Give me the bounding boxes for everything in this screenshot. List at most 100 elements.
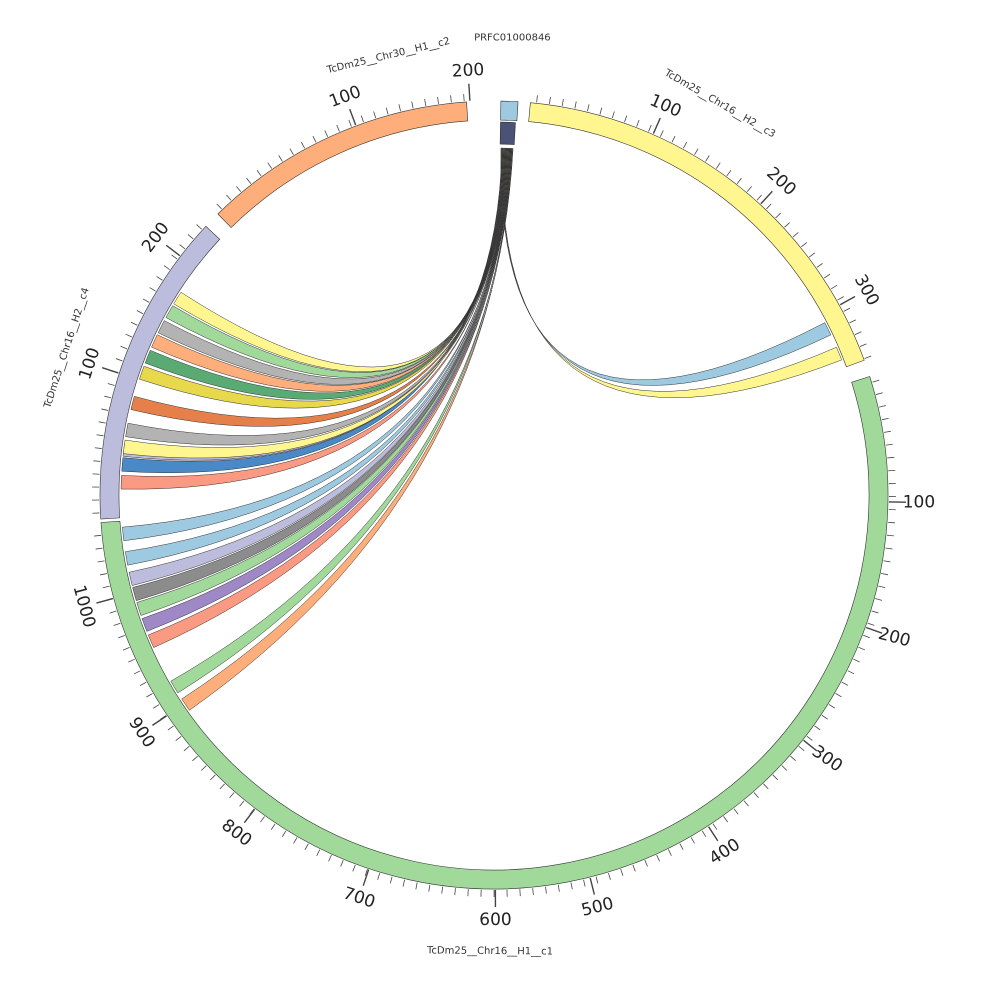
minor-tick: [352, 864, 356, 872]
minor-tick: [772, 774, 778, 781]
minor-tick: [192, 755, 198, 762]
tick-label-c1-500: 500: [579, 894, 615, 921]
minor-tick: [229, 792, 235, 799]
tick-label-c1-100: 100: [903, 492, 935, 512]
minor-tick: [753, 792, 759, 798]
minor-tick: [690, 837, 695, 844]
minor-tick: [216, 203, 222, 210]
major-tick: [652, 117, 661, 134]
minor-tick: [806, 735, 813, 741]
minor-tick: [99, 573, 107, 576]
minor-tick: [200, 765, 207, 771]
link-c4-163: [165, 147, 505, 378]
link-c4-150: [157, 147, 505, 385]
minor-tick: [130, 321, 138, 326]
minor-tick: [648, 124, 652, 132]
minor-tick: [95, 547, 103, 550]
segment-label-c1: TcDm25__Chr16__H1__c1: [426, 945, 553, 957]
minor-tick: [644, 859, 648, 867]
segment-c1: [100, 376, 889, 890]
links-layer: [120, 147, 843, 711]
minor-tick: [828, 704, 836, 709]
minor-tick: [599, 107, 603, 115]
minor-tick: [364, 869, 368, 876]
minor-tick: [424, 98, 427, 106]
link-c1-1080: [125, 148, 510, 566]
minor-tick: [881, 417, 889, 421]
minor-tick: [587, 104, 590, 112]
major-tick: [468, 83, 471, 101]
minor-tick: [340, 859, 344, 867]
minor-tick: [682, 141, 688, 149]
minor-tick: [260, 816, 265, 823]
minor-tick: [389, 876, 393, 884]
major-tick: [96, 597, 114, 604]
segment-c4: [99, 225, 221, 520]
minor-tick: [101, 408, 109, 411]
minor-tick: [94, 534, 102, 537]
minor-tick: [175, 735, 182, 741]
minor-tick: [402, 879, 405, 887]
major-tick: [101, 367, 119, 374]
minor-tick: [715, 162, 721, 169]
minor-tick: [863, 634, 870, 639]
minor-tick: [784, 222, 790, 228]
minor-tick: [133, 670, 141, 675]
minor-tick: [109, 610, 117, 614]
minor-tick: [835, 693, 842, 698]
minor-tick: [128, 658, 135, 663]
minor-tick: [712, 823, 718, 830]
minor-tick: [281, 830, 287, 837]
minor-tick: [756, 194, 762, 201]
minor-tick: [620, 868, 624, 876]
minor-tick: [561, 98, 564, 106]
minor-tick: [463, 94, 465, 102]
minor-tick: [450, 95, 452, 103]
tick-label-c3-100: 100: [647, 90, 685, 121]
minor-tick: [881, 573, 889, 576]
minor-tick: [289, 148, 294, 155]
minor-tick: [816, 263, 823, 268]
tick-label-c4-200: 200: [138, 218, 174, 256]
query-inner-bar: [499, 121, 516, 145]
minor-tick: [871, 610, 879, 614]
minor-tick: [236, 186, 242, 193]
major-tick: [803, 739, 818, 752]
minor-tick: [219, 783, 225, 790]
segment-label-c2: TcDm25__Chr30__H1__c2: [325, 36, 451, 76]
minor-tick: [139, 681, 147, 686]
minor-tick: [867, 622, 875, 626]
minor-tick: [270, 823, 276, 830]
minor-tick: [163, 265, 170, 270]
ticks-layer: [92, 83, 906, 907]
minor-tick: [746, 186, 752, 193]
minor-tick: [763, 783, 769, 790]
minor-tick: [656, 854, 660, 862]
tick-label-c1-900: 900: [124, 714, 159, 752]
major-tick: [865, 626, 883, 634]
minor-tick: [733, 808, 739, 815]
minor-tick: [113, 622, 121, 626]
minor-tick: [624, 115, 628, 123]
minor-tick: [790, 755, 796, 761]
minor-tick: [187, 234, 194, 240]
minor-tick: [743, 800, 749, 807]
minor-tick: [179, 244, 186, 250]
minor-tick: [104, 395, 112, 399]
minor-tick: [798, 745, 805, 752]
minor-tick: [102, 585, 110, 589]
segments-layer: [99, 100, 889, 890]
minor-tick: [781, 765, 788, 771]
minor-tick: [210, 774, 216, 781]
minor-tick: [304, 843, 309, 851]
minor-tick: [153, 704, 160, 709]
minor-tick: [701, 830, 707, 837]
minor-tick: [107, 383, 115, 386]
minor-tick: [887, 456, 895, 459]
minor-tick: [183, 746, 190, 752]
minor-tick: [312, 135, 317, 143]
minor-tick: [864, 355, 872, 359]
minor-tick: [821, 714, 828, 720]
minor-tick: [659, 130, 664, 137]
